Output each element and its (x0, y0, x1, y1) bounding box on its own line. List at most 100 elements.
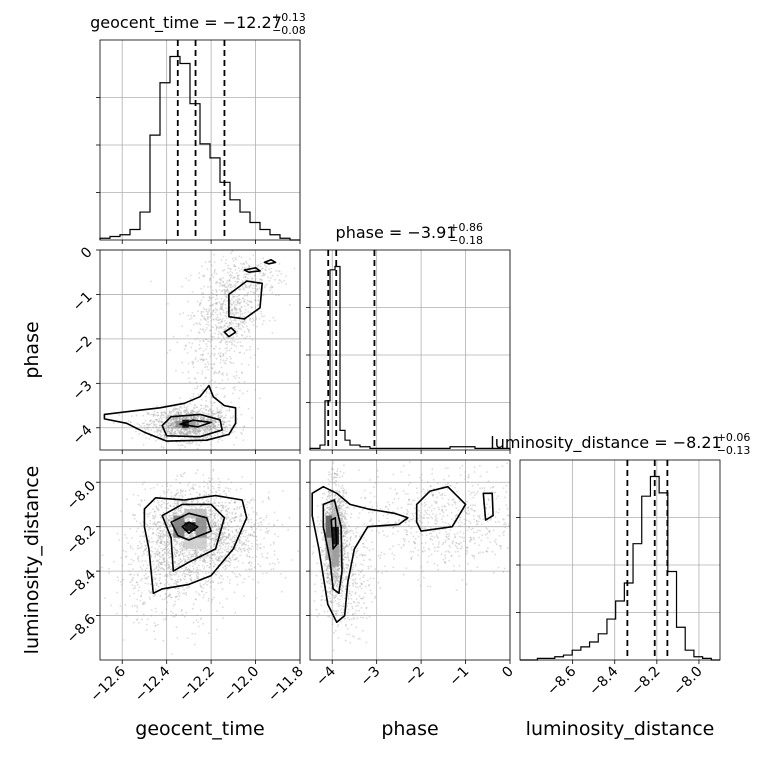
sample-point (330, 511, 333, 514)
sample-point (101, 554, 104, 557)
sample-point (266, 557, 269, 559)
sample-point (234, 549, 237, 551)
sample-point (222, 561, 225, 564)
sample-point (182, 541, 185, 544)
sample-point (217, 504, 220, 507)
sample-point (211, 421, 214, 424)
sample-point (187, 279, 190, 282)
sample-point (161, 544, 164, 546)
sample-point (145, 547, 148, 550)
sample-point (257, 296, 260, 298)
sample-point (235, 436, 238, 439)
sample-point (152, 486, 155, 489)
sample-point (175, 411, 178, 414)
sample-point (161, 554, 164, 557)
sample-point (192, 603, 195, 606)
sample-point (185, 418, 187, 421)
sample-point (250, 567, 253, 570)
sample-point (197, 564, 200, 567)
sample-point (228, 291, 231, 293)
sample-point (139, 522, 142, 524)
sample-point (101, 566, 104, 569)
sample-point (209, 420, 212, 422)
sample-point (209, 316, 212, 318)
sample-point (219, 504, 222, 507)
sample-point (220, 304, 222, 306)
sample-point (203, 274, 206, 277)
sample-point (184, 428, 187, 430)
sample-point (197, 417, 200, 419)
sample-point (227, 542, 229, 545)
sample-point (221, 588, 224, 591)
sample-point (267, 276, 269, 279)
sample-point (245, 273, 248, 275)
sample-point (174, 560, 177, 563)
sample-point (223, 541, 226, 543)
sample-point (247, 304, 250, 306)
sample-point (228, 279, 231, 282)
sample-point (222, 423, 225, 426)
sample-point (197, 573, 200, 576)
sample-point (167, 422, 170, 425)
sample-point (191, 363, 194, 366)
sample-point (214, 525, 217, 527)
sample-point (228, 423, 230, 426)
sample-point (253, 523, 256, 526)
sample-point (208, 426, 211, 428)
sample-point (212, 313, 215, 316)
sample-point (248, 547, 251, 550)
sample-point (176, 341, 179, 344)
sample-point (158, 432, 161, 435)
sample-point (220, 542, 222, 545)
sample-point (196, 447, 199, 450)
sample-point (156, 430, 158, 433)
sample-point (153, 515, 155, 518)
sample-point (158, 566, 161, 569)
sample-point (234, 516, 237, 518)
sample-point (190, 411, 193, 414)
sample-point (229, 286, 232, 288)
sample-point (238, 274, 240, 277)
sample-point (343, 489, 346, 492)
sample-point (180, 511, 182, 513)
sample-point (237, 298, 240, 300)
sample-point (170, 420, 173, 423)
sample-point (176, 595, 178, 598)
sample-point (227, 533, 230, 535)
sample-point (219, 308, 222, 311)
sample-point (239, 313, 242, 315)
sample-point (197, 621, 200, 624)
sample-point (272, 568, 275, 570)
sample-point (218, 410, 221, 412)
sample-point (228, 409, 231, 412)
sample-point (253, 523, 256, 525)
sample-point (198, 432, 201, 435)
sample-point (139, 504, 142, 507)
sample-point (167, 424, 170, 427)
sample-point (182, 428, 185, 431)
sample-point (183, 543, 185, 546)
pair-content-geocent_time-phase (103, 250, 300, 450)
sample-point (255, 290, 258, 292)
sample-point (189, 574, 192, 577)
sample-point (218, 326, 221, 328)
sample-point (268, 319, 271, 322)
sample-point (212, 422, 215, 425)
sample-point (182, 545, 185, 548)
sample-point (186, 427, 189, 430)
sample-point (227, 478, 230, 481)
sample-point (252, 319, 255, 322)
sample-point (168, 430, 171, 433)
sample-point (205, 343, 208, 345)
sample-point (211, 313, 213, 316)
sample-point (211, 419, 214, 422)
sample-point (167, 548, 170, 550)
sample-point (136, 604, 139, 607)
sample-point (228, 511, 231, 514)
sample-point (243, 498, 246, 501)
sample-point (222, 311, 225, 314)
sample-point (257, 294, 260, 297)
sample-point (156, 419, 159, 422)
sample-point (262, 272, 265, 275)
sample-point (277, 269, 280, 272)
